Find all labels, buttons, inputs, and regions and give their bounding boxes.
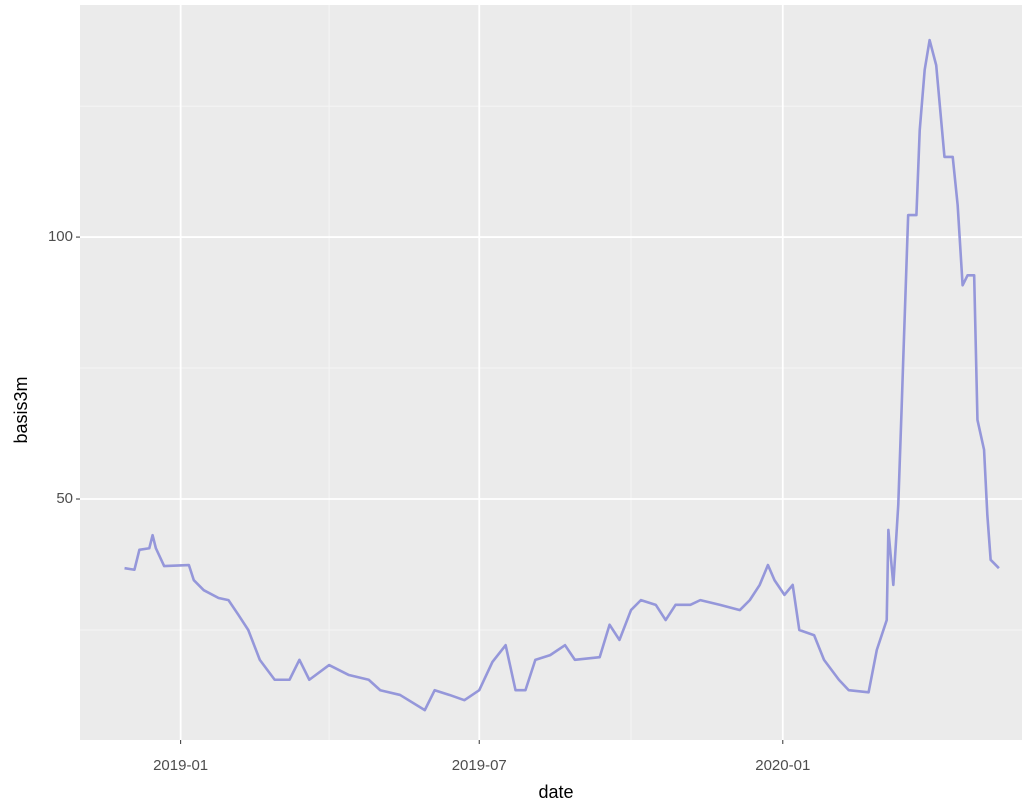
y-tick-label: 50 xyxy=(56,490,73,507)
x-axis-title: date xyxy=(538,782,573,802)
y-axis-title: basis3m xyxy=(11,376,31,443)
x-tick-label: 2019-01 xyxy=(153,757,208,774)
y-tick-label: 100 xyxy=(48,228,73,245)
x-tick-label: 2020-01 xyxy=(755,757,810,774)
panel xyxy=(80,5,1022,740)
data-line xyxy=(124,38,1000,712)
x-tick-label: 2019-07 xyxy=(452,757,507,774)
